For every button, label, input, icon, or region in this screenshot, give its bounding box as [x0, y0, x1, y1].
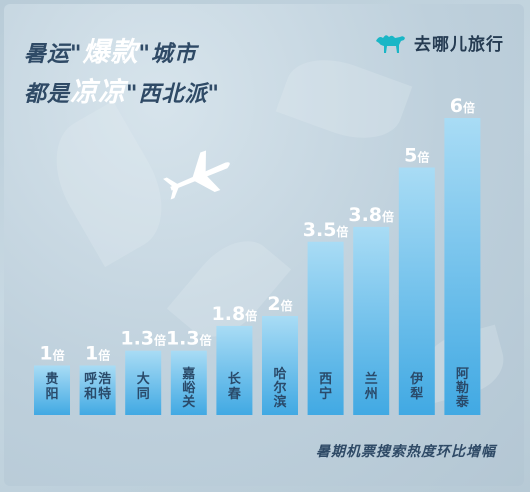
- category-label-9: 阿勒泰: [455, 367, 470, 410]
- title-line-2-part-c: "西北派": [126, 82, 220, 107]
- airplane-icon: [163, 150, 230, 200]
- bar-2: [125, 350, 162, 415]
- category-label-4: 长春: [227, 371, 242, 402]
- value-label-7: 3.8倍: [348, 204, 394, 226]
- value-label-9: 6倍: [450, 95, 475, 117]
- bar-3: [170, 350, 207, 415]
- category-label-5: 哈尔滨: [273, 366, 286, 410]
- value-label-6: 3.5倍: [303, 219, 349, 241]
- bar-0: [34, 365, 70, 415]
- bar-9: [444, 118, 481, 415]
- category-label-6: 西宁: [319, 372, 332, 402]
- value-label-5: 2倍: [267, 293, 292, 315]
- category-label-7: 兰州: [364, 371, 378, 402]
- title-line-2-part-a: 都是: [24, 82, 71, 107]
- category-label-0: 贵阳: [45, 371, 58, 402]
- brand-logo: 去哪儿旅行: [374, 30, 504, 55]
- category-label-3: 嘉峪关: [181, 366, 196, 410]
- x-axis-caption: 暑期机票搜索热度环比增幅: [316, 444, 496, 460]
- title-line-2: 都是凉凉"西北派": [24, 70, 220, 109]
- bar-8: [398, 167, 435, 415]
- bar-4: [216, 325, 253, 415]
- category-label-2: 大同: [137, 371, 150, 402]
- title-line-1-part-a: 暑运": [24, 42, 83, 67]
- title-line-1-part-c: "城市: [138, 42, 197, 67]
- value-label-2: 1.3倍: [120, 328, 166, 350]
- title-line-1: 暑运"爆款"城市: [24, 30, 197, 69]
- camel-icon: [376, 34, 405, 53]
- bar-5: [262, 316, 298, 415]
- title-highlight-hot: 爆款: [82, 37, 139, 68]
- bar-7: [353, 226, 390, 415]
- value-label-8: 5倍: [404, 145, 429, 167]
- category-label-8: 伊犁: [409, 371, 423, 402]
- bar-1: [79, 365, 116, 415]
- category-label-1: 呼和浩特: [84, 371, 111, 402]
- bar-6: [307, 241, 344, 415]
- value-label-3: 1.3倍: [166, 328, 212, 350]
- value-label-1: 1倍: [85, 343, 110, 365]
- value-label-0: 1倍: [39, 343, 64, 365]
- brand-name: 去哪儿旅行: [414, 35, 504, 55]
- title-highlight-cool: 凉凉: [70, 77, 127, 108]
- value-label-4: 1.8倍: [212, 303, 258, 325]
